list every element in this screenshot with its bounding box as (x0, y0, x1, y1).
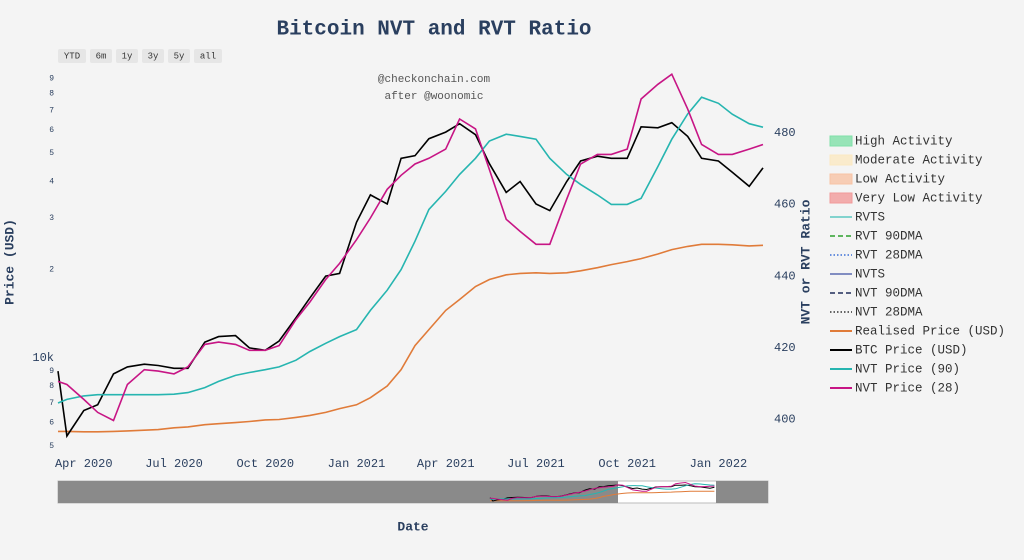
y2-tick-label: 440 (774, 269, 796, 283)
range-button-bg[interactable] (90, 49, 112, 63)
annotation: after @woonomic (384, 91, 483, 103)
legend-label[interactable]: Very Low Activity (855, 191, 983, 205)
range-mask[interactable] (58, 481, 618, 503)
range-button[interactable]: 3y (148, 51, 159, 61)
legend-swatch[interactable] (829, 173, 853, 185)
legend-label[interactable]: NVT Price (28) (855, 381, 960, 395)
x-tick-label: Oct 2021 (598, 457, 656, 471)
y2-tick-label: 480 (774, 126, 796, 140)
x-tick-label: Apr 2021 (417, 457, 475, 471)
range-slider-line (489, 483, 715, 500)
range-button[interactable]: 6m (96, 51, 107, 61)
y2-tick-label: 460 (774, 198, 796, 212)
annotation: @checkonchain.com (378, 74, 491, 86)
y-tick-label: 9 (49, 75, 54, 84)
legend-swatch[interactable] (829, 154, 853, 166)
range-button[interactable]: YTD (64, 51, 80, 61)
range-button-bg[interactable] (58, 49, 86, 63)
x-axis-title: Date (397, 519, 428, 534)
range-slider-line (489, 481, 715, 501)
y-tick-label: 10k (32, 351, 54, 365)
legend-label[interactable]: High Activity (855, 134, 953, 148)
y-tick-label: 5 (49, 149, 54, 158)
legend-swatch[interactable] (829, 192, 853, 204)
range-button-bg[interactable] (194, 49, 222, 63)
range-button[interactable]: 5y (174, 51, 185, 61)
y-axis-title: Price (USD) (2, 219, 17, 305)
y-tick-label: 3 (49, 214, 54, 223)
y-tick-label: 6 (49, 126, 54, 135)
legend-label[interactable]: RVTS (855, 210, 885, 224)
y-tick-label: 9 (49, 367, 54, 376)
range-button[interactable]: 1y (122, 51, 133, 61)
series-line (58, 243, 764, 433)
x-tick-label: Jan 2022 (690, 457, 748, 471)
y-tick-label: 6 (49, 419, 54, 428)
y2-axis-title: NVT or RVT Ratio (798, 199, 813, 324)
series-line (57, 96, 764, 404)
range-button-bg[interactable] (168, 49, 190, 63)
range-button[interactable]: all (200, 51, 216, 61)
range-mask[interactable] (716, 481, 768, 503)
y-tick-label: 2 (49, 266, 54, 275)
y2-tick-label: 400 (774, 412, 796, 426)
legend-label[interactable]: NVT 28DMA (855, 305, 923, 319)
series-line (57, 121, 764, 439)
y2-tick-label: 420 (774, 341, 796, 355)
x-tick-label: Jul 2021 (507, 457, 565, 471)
legend-label[interactable]: RVT 90DMA (855, 229, 923, 243)
range-button-bg[interactable] (116, 49, 138, 63)
x-tick-label: Oct 2020 (236, 457, 294, 471)
y-tick-label: 7 (49, 106, 54, 115)
legend-label[interactable]: NVTS (855, 267, 885, 281)
legend-label[interactable]: RVT 28DMA (855, 248, 923, 262)
x-tick-label: Apr 2020 (55, 457, 113, 471)
legend-label[interactable]: Moderate Activity (855, 153, 983, 167)
y-tick-label: 8 (49, 89, 54, 98)
y-tick-label: 4 (49, 178, 54, 187)
series-line (57, 72, 764, 422)
x-tick-label: Jan 2021 (328, 457, 386, 471)
range-button-bg[interactable] (142, 49, 164, 63)
y-tick-label: 8 (49, 382, 54, 391)
x-tick-label: Jul 2020 (145, 457, 203, 471)
y-tick-label: 5 (49, 442, 54, 451)
legend-label[interactable]: BTC Price (USD) (855, 343, 968, 357)
legend-label[interactable]: Low Activity (855, 172, 946, 186)
range-slider-line (490, 490, 715, 502)
legend-label[interactable]: NVT 90DMA (855, 286, 923, 300)
legend-label[interactable]: Realised Price (USD) (855, 324, 1005, 338)
chart-title: Bitcoin NVT and RVT Ratio (276, 19, 591, 42)
y-tick-label: 7 (49, 399, 54, 408)
legend-swatch[interactable] (829, 135, 853, 147)
legend-label[interactable]: NVT Price (90) (855, 362, 960, 376)
